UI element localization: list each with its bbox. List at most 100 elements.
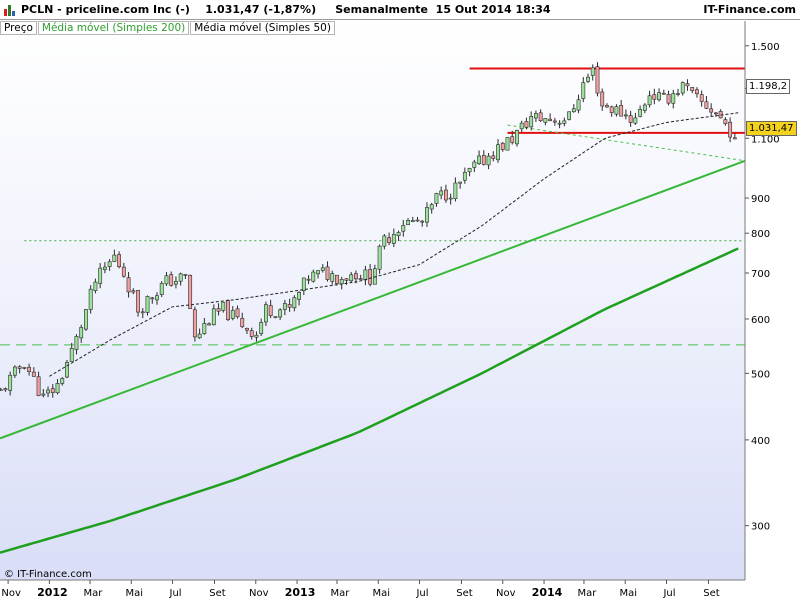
candle-body: [121, 266, 126, 277]
candle-body: [690, 86, 695, 92]
candle-body: [131, 290, 136, 293]
candles: [0, 62, 737, 398]
y-tick-label: 1.500: [751, 42, 780, 53]
candle-body: [268, 305, 273, 316]
x-tick-label: Mai: [619, 588, 637, 599]
brand-label[interactable]: IT-Finance.com: [703, 3, 796, 16]
candle-body: [344, 278, 349, 281]
candle-body: [335, 274, 339, 284]
x-tick-label: Jul: [662, 588, 675, 599]
candle-body: [311, 271, 316, 282]
ma200-line: [0, 247, 739, 554]
y-tick-label: 500: [751, 369, 770, 380]
candle-body: [17, 366, 22, 369]
candle-body: [600, 91, 605, 107]
candle-body: [306, 278, 311, 281]
candle-body: [595, 66, 600, 94]
y-tick-label: 900: [751, 194, 770, 205]
candle-body: [671, 93, 676, 104]
candle-body: [0, 389, 3, 391]
candle-body: [543, 118, 548, 123]
candle-body: [230, 310, 235, 319]
candle-body: [406, 220, 410, 225]
x-tick-label: 2012: [37, 586, 68, 599]
candle-body: [245, 327, 249, 331]
ma50-line: [49, 112, 739, 377]
candle-body: [562, 120, 567, 124]
candle-body: [358, 278, 363, 280]
candle-body: [709, 108, 714, 113]
x-tick-label: 2013: [285, 586, 316, 599]
legend-ma50[interactable]: Média móvel (Simples 50): [190, 21, 335, 35]
candle-body: [676, 93, 680, 95]
candle-body: [481, 154, 486, 165]
candle-body: [235, 308, 240, 318]
candle-body: [140, 311, 145, 314]
candle-body: [552, 120, 557, 123]
chart-title: PCLN - priceline.com Inc (-) 1.031,47 (-…: [21, 3, 551, 16]
candle-body: [197, 333, 202, 339]
candle-body: [652, 94, 657, 100]
legend-ma200[interactable]: Média móvel (Simples 200): [37, 21, 190, 35]
x-tick-label: Jul: [415, 588, 428, 599]
x-tick-label: Jul: [169, 588, 182, 599]
candle-body: [619, 104, 624, 117]
candle-body: [732, 137, 737, 140]
candle-body: [27, 366, 32, 372]
candle-body: [69, 348, 74, 362]
candle-body: [278, 309, 283, 318]
candle-body: [226, 300, 230, 320]
candle-body: [695, 89, 699, 95]
candle-body: [36, 376, 41, 396]
x-tick-label: Mai: [125, 588, 143, 599]
candle-body: [633, 117, 638, 124]
candle-body: [377, 245, 382, 270]
candle-body: [576, 99, 581, 111]
candle-body: [462, 172, 467, 181]
candle-body: [41, 393, 46, 396]
candle-body: [325, 266, 330, 280]
candle-body: [155, 295, 159, 301]
candle-body: [609, 106, 614, 114]
candle-body: [211, 308, 216, 326]
candle-body: [500, 142, 505, 150]
candle-body: [65, 362, 69, 378]
x-tick-label: Set: [209, 588, 226, 599]
candle-body: [439, 190, 444, 196]
x-tick-label: Mar: [84, 588, 104, 599]
candle-body: [178, 273, 183, 282]
moving-averages: [0, 112, 739, 554]
candle-body: [316, 270, 320, 275]
candle-body: [410, 220, 415, 222]
candle-body: [50, 388, 55, 393]
y-tick-label: 700: [751, 269, 770, 280]
candle-body: [112, 254, 117, 262]
legend: Preço Média móvel (Simples 200) Média mó…: [0, 21, 336, 35]
candle-body: [524, 121, 529, 128]
candle-body: [614, 106, 619, 115]
candle-body: [8, 374, 13, 391]
candle-body: [259, 322, 264, 335]
candle-body: [84, 309, 88, 330]
candle-body: [661, 92, 666, 95]
legend-price[interactable]: Preço: [0, 21, 37, 35]
x-tick-label: Set: [456, 588, 473, 599]
candle-body: [368, 269, 373, 285]
candle-body: [401, 225, 406, 232]
candle-body: [505, 137, 510, 151]
candle-body: [472, 161, 477, 168]
candle-body: [117, 254, 122, 268]
x-tick-label: Mai: [372, 588, 390, 599]
last-price-tag: 1.031,47: [746, 121, 797, 136]
candle-body: [567, 111, 571, 120]
candle-body: [623, 114, 628, 117]
candle-body: [382, 235, 387, 247]
candle-body: [3, 388, 8, 391]
candle-body: [548, 118, 553, 122]
x-tick-label: Nov: [496, 588, 516, 599]
candle-body: [159, 283, 164, 295]
candle-body: [31, 371, 36, 377]
candle-body: [273, 316, 278, 318]
candle-body: [515, 129, 519, 145]
